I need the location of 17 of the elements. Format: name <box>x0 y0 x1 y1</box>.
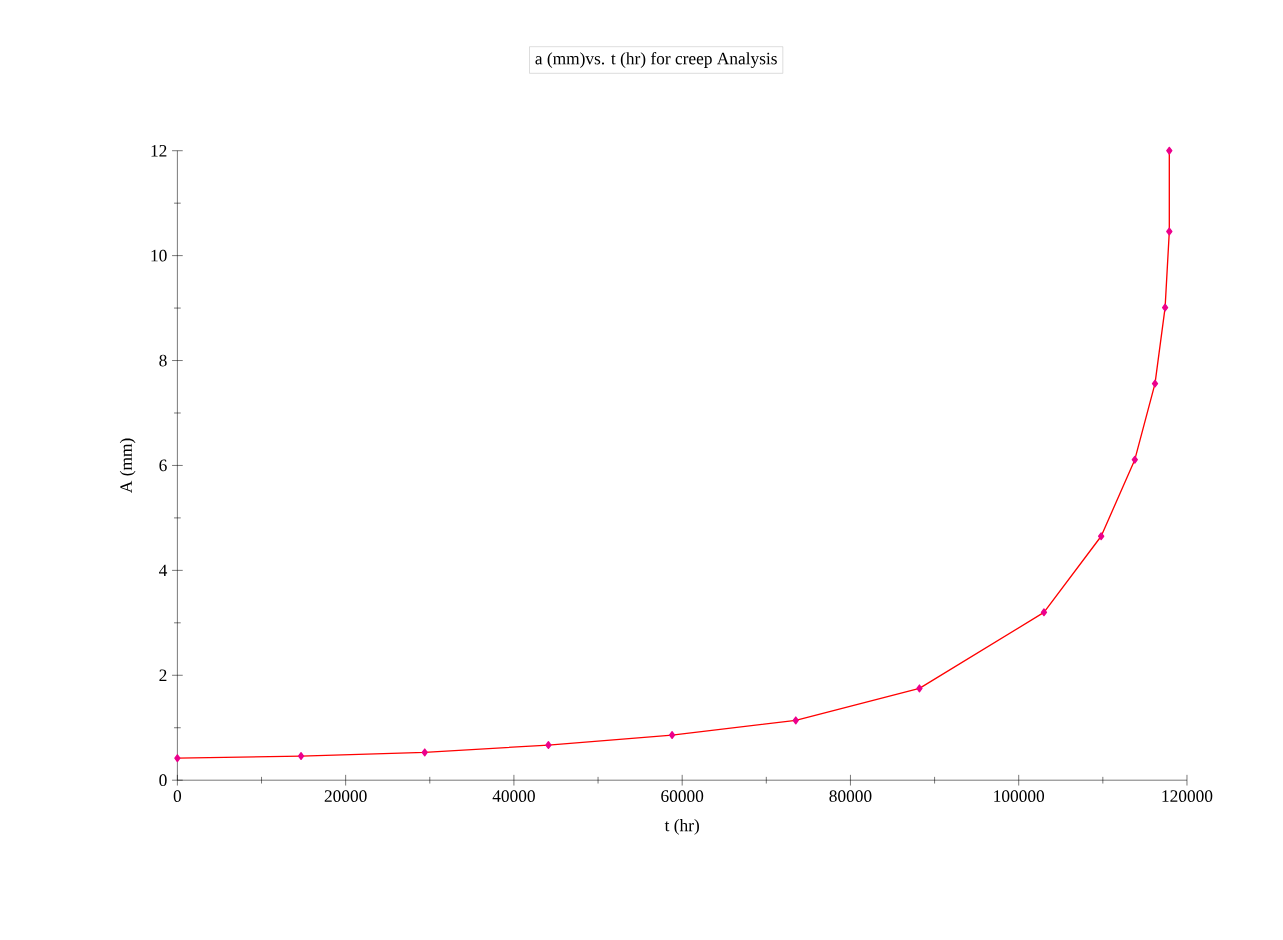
y-tick-label: 0 <box>159 774 167 786</box>
chart-title: a (mm)vs. t (hr) for creep Analysis <box>535 51 777 68</box>
y-axis-title: A (mm) <box>119 438 136 493</box>
x-tick-label: 120000 <box>1162 790 1213 802</box>
x-tick-label: 40000 <box>492 790 535 802</box>
x-tick-label: 0 <box>173 790 182 802</box>
x-tick-label: 20000 <box>324 790 367 802</box>
x-axis-title: t (hr) <box>664 818 699 835</box>
x-tick-label: 80000 <box>829 790 872 802</box>
y-tick-label: 8 <box>159 354 167 367</box>
y-tick-label: 12 <box>151 144 167 157</box>
y-tick-label: 4 <box>159 564 168 576</box>
y-tick-label: 10 <box>151 249 167 262</box>
x-tick-label: 100000 <box>994 790 1045 802</box>
y-tick-label: 2 <box>159 669 167 681</box>
y-tick-label: 6 <box>159 459 167 472</box>
x-tick-label: 60000 <box>661 790 704 802</box>
